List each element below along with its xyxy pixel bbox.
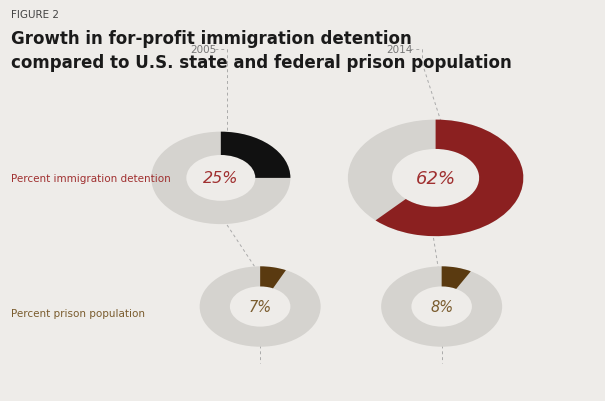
- Text: Growth in for-profit immigration detention: Growth in for-profit immigration detenti…: [11, 30, 411, 48]
- Text: 2005: 2005: [191, 45, 217, 55]
- Wedge shape: [381, 267, 502, 347]
- Text: Percent immigration detention: Percent immigration detention: [11, 174, 171, 183]
- Wedge shape: [151, 132, 290, 225]
- Text: 25%: 25%: [203, 171, 238, 186]
- Wedge shape: [442, 267, 471, 289]
- Text: compared to U.S. state and federal prison population: compared to U.S. state and federal priso…: [11, 54, 512, 72]
- Text: 8%: 8%: [430, 299, 453, 314]
- Wedge shape: [376, 120, 523, 237]
- Wedge shape: [348, 120, 523, 237]
- Wedge shape: [260, 267, 286, 289]
- Text: 7%: 7%: [249, 299, 272, 314]
- Wedge shape: [221, 132, 290, 178]
- Text: FIGURE 2: FIGURE 2: [11, 10, 59, 20]
- Text: Percent prison population: Percent prison population: [11, 308, 145, 318]
- Wedge shape: [200, 267, 321, 347]
- Text: 2014: 2014: [386, 45, 413, 55]
- Text: 62%: 62%: [416, 170, 456, 187]
